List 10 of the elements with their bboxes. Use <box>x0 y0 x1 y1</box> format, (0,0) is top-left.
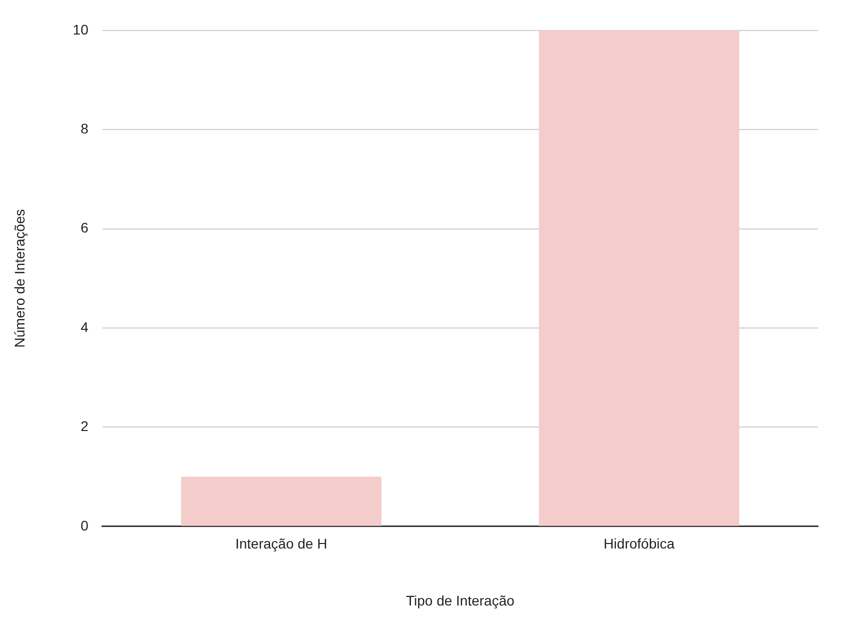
y-tick-label: 4 <box>80 318 89 335</box>
y-tick-label: 8 <box>80 120 89 136</box>
x-axis-title: Tipo de Interação <box>406 592 515 608</box>
y-tick-label: 6 <box>80 220 89 236</box>
y-tick-label: 0 <box>80 517 89 534</box>
y-tick-label: 10 <box>72 21 89 38</box>
x-tick-label: Hidrofóbica <box>604 536 675 552</box>
x-tick-label: Interação de H <box>235 536 328 552</box>
y-axis-title: Número de Interações <box>11 209 28 348</box>
y-tick-label: 2 <box>80 418 89 434</box>
